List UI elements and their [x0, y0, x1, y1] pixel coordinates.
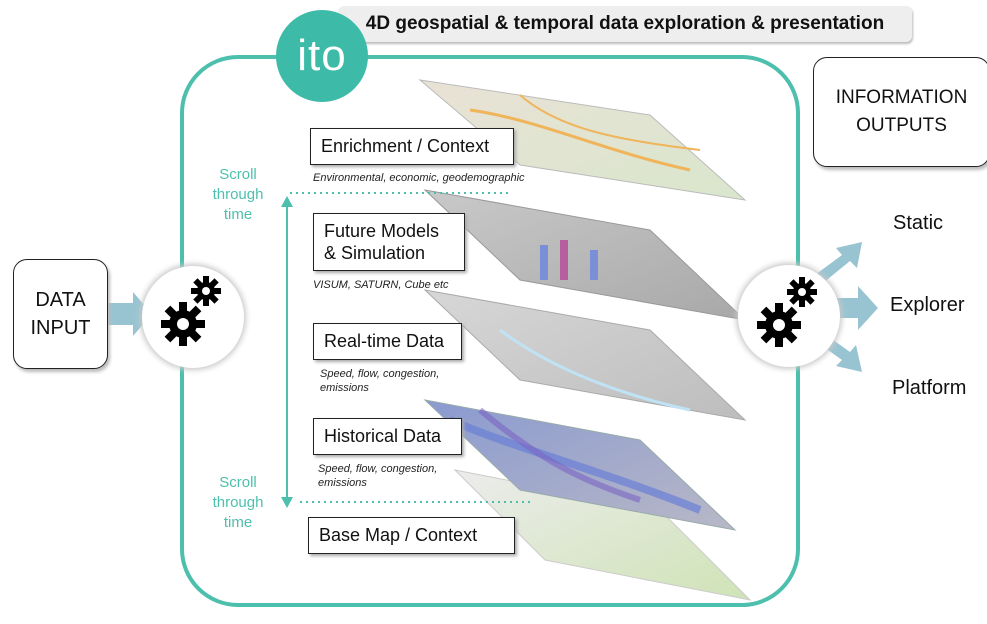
output-explorer-label: Explorer — [890, 294, 964, 317]
output-processing-circle — [738, 265, 840, 367]
scroll-bottom-word1: Scroll — [203, 473, 273, 493]
scroll-bottom-word3: time — [203, 513, 273, 533]
layer-subtitle-real-time-line1: Speed, flow, congestion, — [320, 367, 439, 381]
layer-title-future-models-line1: Future Models — [324, 220, 439, 242]
scroll-top-word2: through — [203, 185, 273, 205]
layer-subtitle-future-models: VISUM, SATURN, Cube etc — [313, 278, 449, 292]
layer-subtitle-historical: Speed, flow, congestion, emissions — [318, 462, 437, 490]
information-outputs-box: INFORMATION OUTPUTS — [813, 57, 987, 167]
layer-title-enrichment: Enrichment / Context — [321, 136, 489, 157]
data-input-line1: DATA — [31, 286, 91, 314]
gears-icon — [142, 266, 244, 368]
scroll-top-word3: time — [203, 205, 273, 225]
time-axis-arrowhead-down — [281, 497, 293, 508]
layer-subtitle-historical-line2: emissions — [318, 476, 437, 490]
information-outputs-line2: OUTPUTS — [836, 112, 968, 140]
data-input-line2: INPUT — [31, 314, 91, 342]
layer-subtitle-real-time-line2: emissions — [320, 381, 439, 395]
layer-subtitle-enrichment: Environmental, economic, geodemographic — [313, 171, 525, 185]
input-processing-circle — [142, 266, 244, 368]
layer-subtitle-historical-line1: Speed, flow, congestion, — [318, 462, 437, 476]
output-static-label: Static — [893, 212, 943, 235]
layer-title-future-models-line2: & Simulation — [324, 242, 439, 264]
data-input-box: DATA INPUT — [13, 259, 108, 369]
gears-icon — [738, 265, 840, 367]
layer-title-base-map: Base Map / Context — [319, 525, 477, 546]
scroll-bottom-word2: through — [203, 493, 273, 513]
layer-label-base-map: Base Map / Context — [308, 517, 515, 554]
scroll-through-time-bottom: Scroll through time — [203, 473, 273, 533]
information-outputs-line1: INFORMATION — [836, 84, 968, 112]
scroll-top-word1: Scroll — [203, 165, 273, 185]
layer-label-future-models: Future Models & Simulation — [313, 213, 465, 271]
scroll-through-time-top: Scroll through time — [203, 165, 273, 225]
layer-subtitle-real-time: Speed, flow, congestion, emissions — [320, 367, 439, 395]
layer-label-real-time: Real-time Data — [313, 323, 462, 360]
time-axis-arrowhead-up — [281, 196, 293, 207]
layer-label-historical: Historical Data — [313, 418, 462, 455]
layer-title-historical: Historical Data — [324, 426, 441, 447]
arrow-explorer — [835, 286, 878, 330]
layer-label-enrichment: Enrichment / Context — [310, 128, 514, 165]
output-platform-label: Platform — [892, 377, 966, 400]
layer-title-real-time: Real-time Data — [324, 331, 444, 352]
